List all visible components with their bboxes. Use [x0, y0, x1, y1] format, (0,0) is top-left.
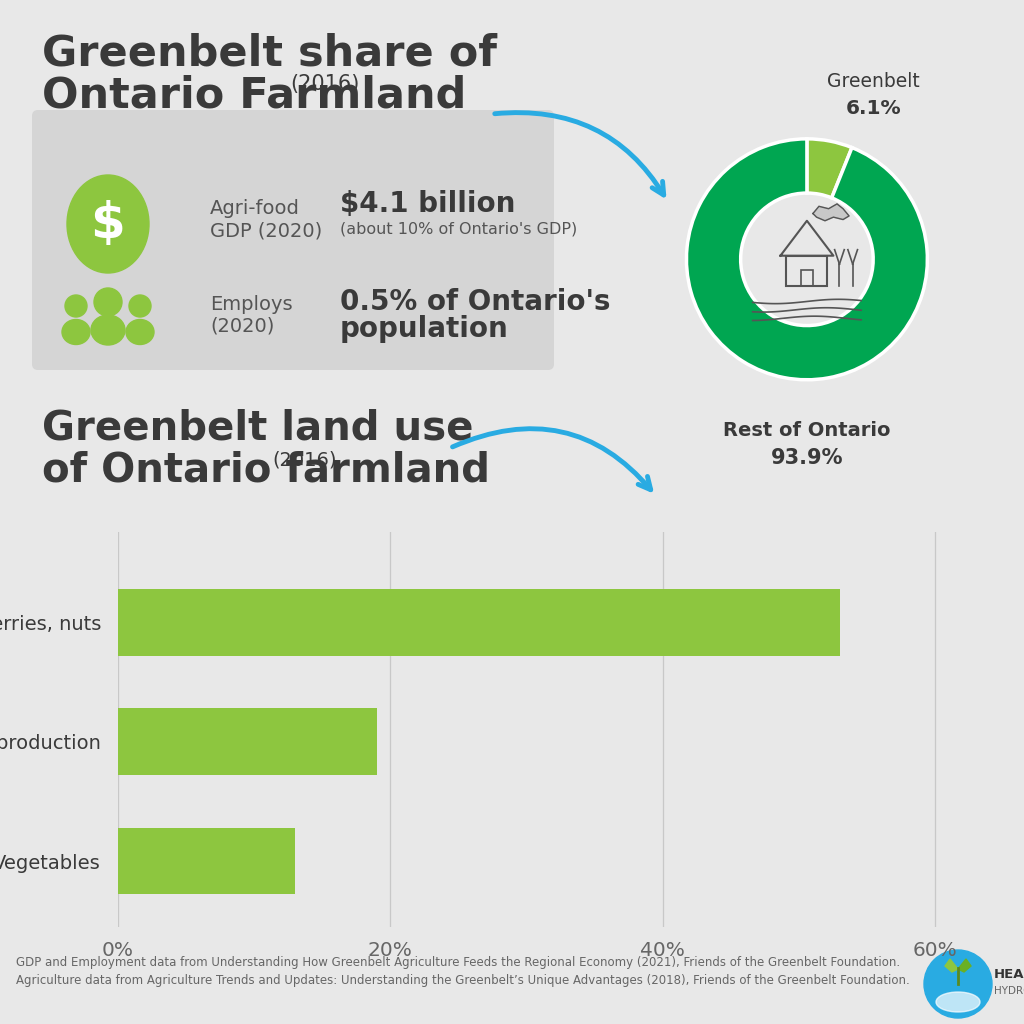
Text: GDP (2020): GDP (2020) [210, 221, 323, 241]
Text: 93.9%: 93.9% [771, 449, 843, 468]
Circle shape [924, 950, 992, 1018]
Text: population: population [340, 315, 509, 343]
Text: HEALTHY: HEALTHY [994, 968, 1024, 981]
Text: Agriculture data from Agriculture Trends and Updates: Understanding the Greenbel: Agriculture data from Agriculture Trends… [16, 974, 909, 987]
Text: (2020): (2020) [210, 316, 274, 336]
Ellipse shape [91, 315, 125, 345]
Circle shape [94, 288, 122, 316]
Bar [118, 709, 377, 775]
Text: Employs: Employs [210, 295, 293, 313]
Text: Greenbelt share of: Greenbelt share of [42, 32, 497, 74]
Text: (2016): (2016) [272, 451, 337, 470]
Text: 6.1%: 6.1% [846, 99, 901, 118]
Text: 0.5% of Ontario's: 0.5% of Ontario's [340, 288, 610, 316]
Text: (2016): (2016) [290, 74, 359, 94]
Circle shape [65, 295, 87, 317]
Text: Rest of Ontario: Rest of Ontario [723, 421, 891, 440]
Polygon shape [945, 959, 958, 972]
Polygon shape [813, 204, 849, 221]
Circle shape [129, 295, 151, 317]
Polygon shape [958, 959, 971, 972]
Text: Greenbelt land use: Greenbelt land use [42, 409, 473, 449]
Text: $4.1 billion: $4.1 billion [340, 190, 515, 218]
Text: Greenbelt: Greenbelt [826, 72, 920, 90]
Text: HYDROPONICS: HYDROPONICS [994, 986, 1024, 996]
Circle shape [744, 197, 869, 322]
Ellipse shape [126, 319, 154, 344]
Ellipse shape [67, 175, 150, 273]
Bar [118, 589, 840, 655]
Text: Ontario Farmland: Ontario Farmland [42, 74, 466, 116]
Bar [118, 827, 295, 895]
Text: GDP and Employment data from Understanding How Greenbelt Agriculture Feeds the R: GDP and Employment data from Understandi… [16, 956, 900, 969]
FancyBboxPatch shape [32, 110, 554, 370]
Text: $: $ [91, 200, 125, 248]
Text: Agri-food: Agri-food [210, 200, 300, 218]
Text: (about 10% of Ontario's GDP): (about 10% of Ontario's GDP) [340, 221, 578, 237]
Text: of Ontario farmland: of Ontario farmland [42, 451, 490, 490]
Ellipse shape [936, 992, 980, 1012]
Wedge shape [807, 139, 852, 198]
Wedge shape [686, 139, 928, 380]
Ellipse shape [62, 319, 90, 344]
